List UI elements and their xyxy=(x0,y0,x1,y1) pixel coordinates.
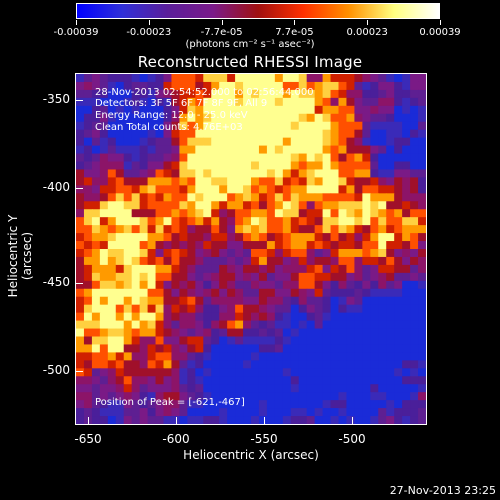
rhessi-image xyxy=(75,73,427,425)
y-tick-label: -350 xyxy=(42,92,70,106)
colorbar-tick xyxy=(221,20,223,25)
y-tick-label: -500 xyxy=(42,363,70,377)
colorbar-tick xyxy=(367,20,369,25)
y-tick-label: -400 xyxy=(42,180,70,194)
x-tick-label: -500 xyxy=(338,432,366,446)
heatmap-image xyxy=(76,74,426,424)
colorbar-tick-label: -7.7e-05 xyxy=(200,27,243,38)
colorbar-units: (photons cm⁻² s⁻¹ asec⁻²) xyxy=(185,39,315,50)
overlay-time-range: 28-Nov-2013 02:54:52.000 to 02:56:44.000 xyxy=(95,87,314,98)
colorbar-tick-label: 7.7e-05 xyxy=(275,27,314,38)
colorbar-tick-label: 0.00023 xyxy=(346,27,388,38)
x-tick-mark xyxy=(264,417,265,425)
y-tick-mark xyxy=(75,100,83,101)
colorbar-tick-label: -0.00039 xyxy=(53,27,99,38)
x-tick-label: -600 xyxy=(162,432,190,446)
colorbar-tick xyxy=(440,20,441,25)
colorbar-tick xyxy=(148,20,150,25)
image-title: Reconstructed RHESSI Image xyxy=(137,53,363,71)
colorbar-tick xyxy=(294,20,296,25)
x-axis-label: Heliocentric X (arcsec) xyxy=(183,448,319,462)
overlay-detectors: Detectors: 3F 5F 6F 7F 8F 9F, All 9 xyxy=(95,98,268,109)
y-axis-label: Heliocentric Y (arcsec) xyxy=(6,214,34,298)
y-tick-mark xyxy=(75,283,83,284)
colorbar-tick-label: 0.00039 xyxy=(419,27,461,38)
colorbar-tick xyxy=(76,20,77,25)
overlay-energy-range: Energy Range: 12.0 - 25.0 keV xyxy=(95,110,248,121)
y-tick-label: -450 xyxy=(42,275,70,289)
y-tick-mark xyxy=(75,371,83,372)
overlay-total-counts: Clean Total counts: 4.76E+03 xyxy=(95,122,243,133)
x-tick-mark xyxy=(176,417,177,425)
datestamp: 27-Nov-2013 23:25 xyxy=(389,484,496,497)
colorbar-tick-label: -0.00023 xyxy=(126,27,172,38)
x-tick-mark xyxy=(88,417,89,425)
x-tick-mark xyxy=(352,417,353,425)
colorbar xyxy=(76,3,440,19)
y-tick-mark xyxy=(75,188,83,189)
overlay-peak-position: Position of Peak = [-621,-467] xyxy=(95,397,245,408)
x-tick-label: -550 xyxy=(250,432,278,446)
x-tick-label: -650 xyxy=(74,432,102,446)
